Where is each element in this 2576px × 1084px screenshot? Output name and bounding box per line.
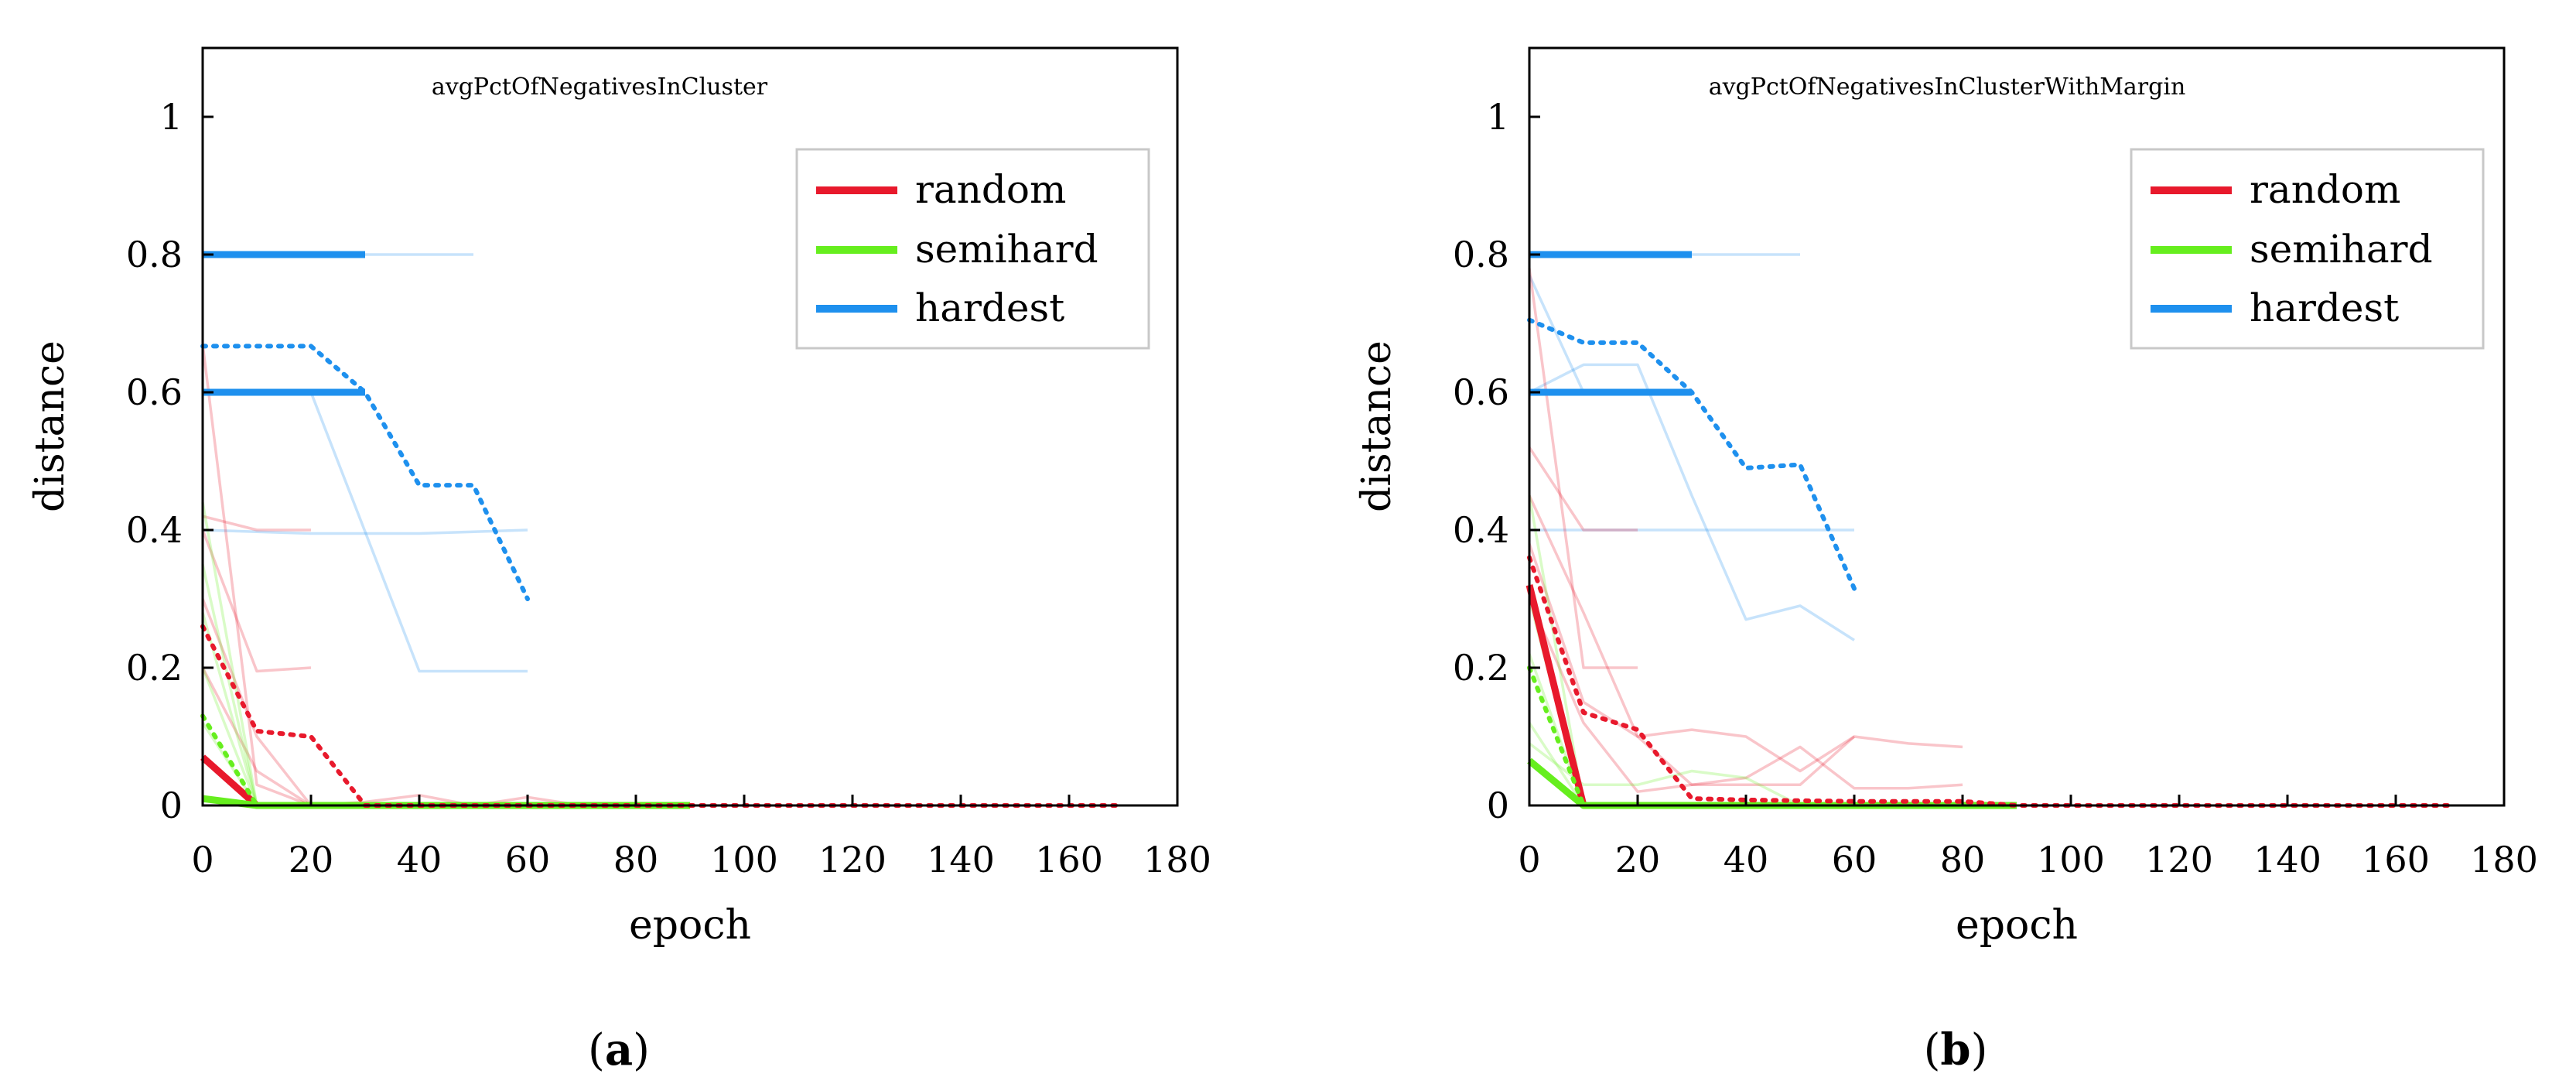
series-line-random-main [1525, 584, 1587, 807]
series-line-random-faint [201, 344, 636, 807]
x-axis-label: epoch [629, 902, 751, 949]
series-line-hardest-faint [1528, 274, 1585, 393]
series-line-semihard-mean [1527, 665, 1586, 808]
y-tick-label: 0 [160, 785, 183, 826]
legend-label-hardest: hardest [915, 286, 1064, 330]
series-line-random-mean [1527, 555, 2452, 808]
y-axis-label: distance [27, 340, 73, 512]
x-tick-label: 180 [2470, 839, 2538, 881]
y-tick-label: 0.8 [1453, 234, 1509, 275]
panel-b: avgPctOfNegativesInClusterWithMargin 0 0… [1354, 46, 2538, 1075]
x-tick-label: 40 [397, 839, 442, 881]
series-line-random-main [200, 754, 259, 809]
series-line-random-faint [1528, 446, 1638, 532]
x-tick-label: 100 [2037, 839, 2105, 881]
y-tick-label: 0.8 [126, 234, 183, 275]
series-line-random-faint [1528, 494, 1855, 773]
legend-label-random: random [2250, 167, 2400, 212]
y-tick-label: 0.2 [126, 647, 183, 689]
x-tick-label: 20 [289, 839, 334, 881]
legend-label-semihard: semihard [2250, 227, 2433, 272]
y-axis: 0 0.2 0.4 0.6 0.8 1 [126, 96, 214, 826]
series-line-hardest-mean [1527, 317, 1857, 591]
series-line-semihard-faint [1528, 495, 1585, 806]
x-tick-label: 80 [613, 839, 659, 881]
panel-a: avgPctOfNegativesInCluster 0 0.2 0.4 0.6… [27, 46, 1211, 1075]
y-tick-label: 0.2 [1453, 647, 1509, 689]
x-tick-label: 180 [1143, 839, 1211, 881]
plot-frame [1528, 46, 2506, 807]
legend-label-random: random [915, 167, 1066, 212]
x-tick-label: 140 [927, 839, 995, 881]
y-tick-label: 0.4 [126, 509, 183, 551]
y-tick-label: 0.4 [1453, 509, 1509, 551]
y-tick-label: 1 [1487, 96, 1509, 138]
series-line-hardest-faint [1529, 363, 1855, 641]
panel-caption: (b) [1924, 1024, 1988, 1075]
series-line-random-faint [201, 667, 312, 807]
x-tick-label: 140 [2253, 839, 2321, 881]
series-line-semihard-faint [201, 564, 258, 806]
series-line-random-faint [1528, 598, 1963, 793]
y-axis-label: distance [1354, 340, 1400, 512]
panel-caption: (a) [588, 1024, 650, 1075]
x-tick-label: 120 [2145, 839, 2213, 881]
series-line-semihard-faint [201, 502, 258, 806]
x-tick-label: 100 [710, 839, 778, 881]
legend: random semihard hardest [2130, 148, 2485, 350]
x-tick-label: 60 [505, 839, 551, 881]
y-tick-label: 0.6 [1453, 371, 1509, 413]
x-tick-label: 80 [1940, 839, 1986, 881]
series-line-semihard-faint [1528, 722, 1585, 806]
series-line-hardest-mean [200, 344, 530, 601]
legend: random semihard hardest [795, 148, 1150, 350]
y-tick-label: 0 [1487, 785, 1509, 826]
legend-label-semihard: semihard [915, 227, 1098, 272]
plot-frame [201, 46, 1179, 807]
panel-title: avgPctOfNegativesInCluster [432, 74, 768, 101]
x-tick-label: 0 [1518, 839, 1540, 881]
legend-label-hardest: hardest [2250, 286, 2399, 330]
x-tick-label: 120 [818, 839, 887, 881]
y-tick-label: 1 [160, 96, 183, 138]
series-line-random-faint [202, 515, 311, 532]
series-line-random-mean [200, 624, 1126, 808]
y-axis: 0 0.2 0.4 0.6 0.8 1 [1453, 96, 1540, 826]
x-axis: 0 20 40 60 80 100 120 140 160 180 [191, 795, 1211, 881]
x-tick-label: 60 [1832, 839, 1877, 881]
panel-title: avgPctOfNegativesInClusterWithMargin [1709, 74, 2186, 101]
x-tick-label: 20 [1615, 839, 1661, 881]
series-line-semihard-mean [200, 713, 259, 808]
series-line-random-faint [201, 529, 312, 673]
x-axis: 0 20 40 60 80 100 120 140 160 180 [1518, 795, 2538, 881]
x-tick-label: 160 [2362, 839, 2430, 881]
x-axis-label: epoch [1956, 902, 2078, 949]
x-tick-label: 160 [1035, 839, 1103, 881]
x-tick-label: 40 [1724, 839, 1769, 881]
series-line-semihard-faint [201, 667, 258, 806]
y-tick-label: 0.6 [126, 371, 183, 413]
series-line-hardest-faint [202, 528, 528, 535]
series-line-random-faint [1528, 268, 1638, 669]
x-tick-label: 0 [191, 839, 214, 881]
series-line-random-faint [1528, 543, 1963, 790]
